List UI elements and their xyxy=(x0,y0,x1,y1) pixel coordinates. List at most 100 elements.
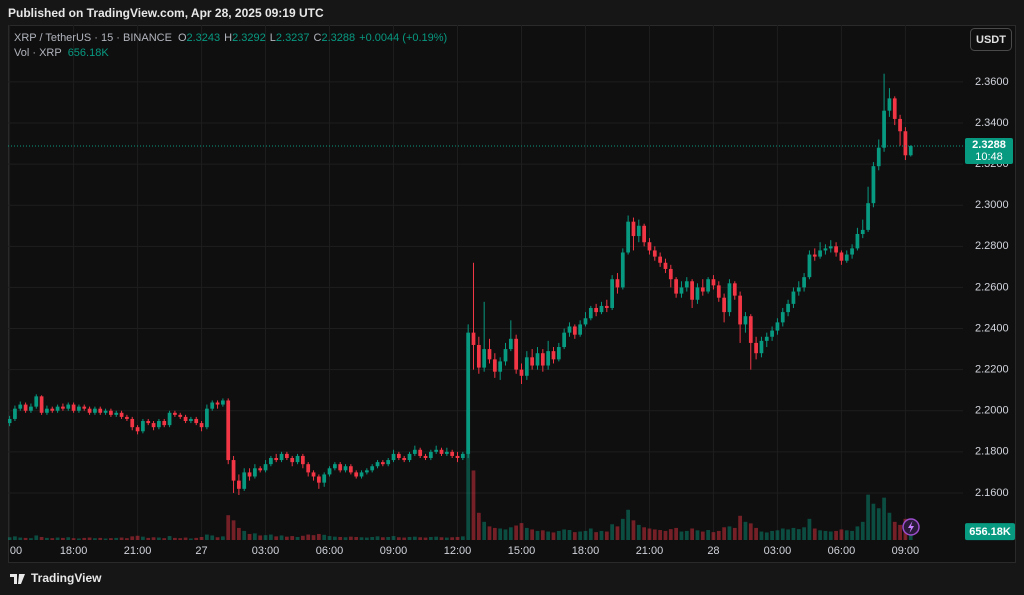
candle-body xyxy=(903,131,908,156)
candle-body xyxy=(348,466,353,473)
candle-body xyxy=(514,338,519,370)
candle-body xyxy=(722,297,726,313)
volume-bar xyxy=(199,536,204,540)
volume-bar xyxy=(818,530,822,540)
volume-bar xyxy=(71,538,76,540)
volume-value: 656.18K xyxy=(68,47,110,59)
candle-body xyxy=(599,305,604,313)
volume-bar xyxy=(850,530,854,540)
currency-label[interactable]: USDT xyxy=(976,34,1006,46)
volume-bar xyxy=(61,537,65,540)
x-tick-label: 27 xyxy=(195,545,207,557)
candle-body xyxy=(898,118,902,132)
volume-bar xyxy=(285,536,289,540)
volume-bar xyxy=(189,538,193,540)
volume-bar xyxy=(178,538,183,540)
y-tick-label: 2.2400 xyxy=(975,322,1009,334)
volume-bar xyxy=(119,537,124,540)
volume-bar xyxy=(290,536,295,540)
candle-body xyxy=(610,279,615,308)
y-tick-label: 2.2000 xyxy=(975,405,1009,417)
volume-bar xyxy=(354,536,359,540)
currency-button[interactable] xyxy=(970,28,1012,51)
candle-body xyxy=(18,404,23,409)
candle-body xyxy=(615,279,620,288)
candle-body xyxy=(45,408,49,413)
candle-layer xyxy=(8,73,963,495)
volume-bar xyxy=(434,536,439,540)
volume-bar xyxy=(471,470,476,540)
volume-bar xyxy=(626,509,631,540)
candle-body xyxy=(674,279,678,294)
volume-bar xyxy=(583,530,588,540)
volume-bar xyxy=(652,529,657,540)
candle-body xyxy=(375,462,380,467)
volume-bar xyxy=(871,503,876,540)
candle-body xyxy=(855,234,860,249)
candle-body xyxy=(178,414,183,417)
volume-bar xyxy=(50,538,55,540)
volume-bar xyxy=(402,537,407,540)
candle-body xyxy=(460,453,465,459)
volume-bar xyxy=(311,535,316,540)
candle-body xyxy=(82,406,87,409)
candle-body xyxy=(407,453,412,461)
candle-body xyxy=(743,316,748,325)
candle-body xyxy=(199,423,204,428)
candle-body xyxy=(173,412,177,415)
y-tick-label: 2.3400 xyxy=(975,117,1009,129)
volume-bar xyxy=(690,528,694,540)
volume-bar xyxy=(642,527,646,540)
volume-bar xyxy=(492,527,497,540)
candle-body xyxy=(876,147,881,167)
volume-bar xyxy=(269,534,273,540)
y-tick-label: 2.1800 xyxy=(975,446,1009,458)
volume-bar xyxy=(327,536,332,540)
volume-bar xyxy=(407,536,412,540)
candle-body xyxy=(77,406,81,411)
volume-bar xyxy=(647,528,652,540)
candle-body xyxy=(87,408,92,413)
volume-bar xyxy=(791,527,796,540)
volume-bar xyxy=(572,532,577,540)
candle-body xyxy=(269,458,273,465)
volume-layer xyxy=(8,410,913,540)
volume-bar xyxy=(237,527,241,540)
volume-bar xyxy=(567,530,572,540)
candle-body xyxy=(295,455,300,463)
candle-body xyxy=(130,418,135,428)
volume-bar xyxy=(301,535,305,540)
published-note: Published on TradingView.com, Apr 28, 20… xyxy=(8,6,324,20)
candle-body xyxy=(711,279,716,286)
candle-body xyxy=(556,347,561,360)
candle-body xyxy=(732,283,737,296)
candle-body xyxy=(834,246,838,253)
volume-bar xyxy=(359,537,364,540)
brand: TradingView xyxy=(31,571,102,585)
volume-bar xyxy=(498,528,503,540)
volume-bar xyxy=(444,537,449,540)
volume-bar xyxy=(898,524,902,540)
volume-bar xyxy=(18,537,23,540)
candle-body xyxy=(786,303,790,313)
ohlc-value: 2.3292 xyxy=(232,32,266,44)
candle-body xyxy=(471,332,476,345)
candle-body xyxy=(210,402,215,409)
candle-body xyxy=(626,221,631,253)
volume-bar xyxy=(466,410,471,540)
candle-body xyxy=(476,344,481,368)
candle-body xyxy=(594,307,599,313)
candle-body xyxy=(279,453,284,461)
volume-bar xyxy=(205,534,209,540)
volume-bar xyxy=(503,529,508,540)
y-tick-label: 2.2200 xyxy=(975,364,1009,376)
candle-body xyxy=(125,416,129,419)
volume-bar xyxy=(711,532,716,540)
candle-body xyxy=(706,279,710,292)
candle-body xyxy=(684,281,689,288)
countdown-label: 10:48 xyxy=(975,151,1003,163)
volume-bar xyxy=(802,527,806,540)
volume-bar xyxy=(306,534,311,540)
candle-body xyxy=(631,221,636,237)
